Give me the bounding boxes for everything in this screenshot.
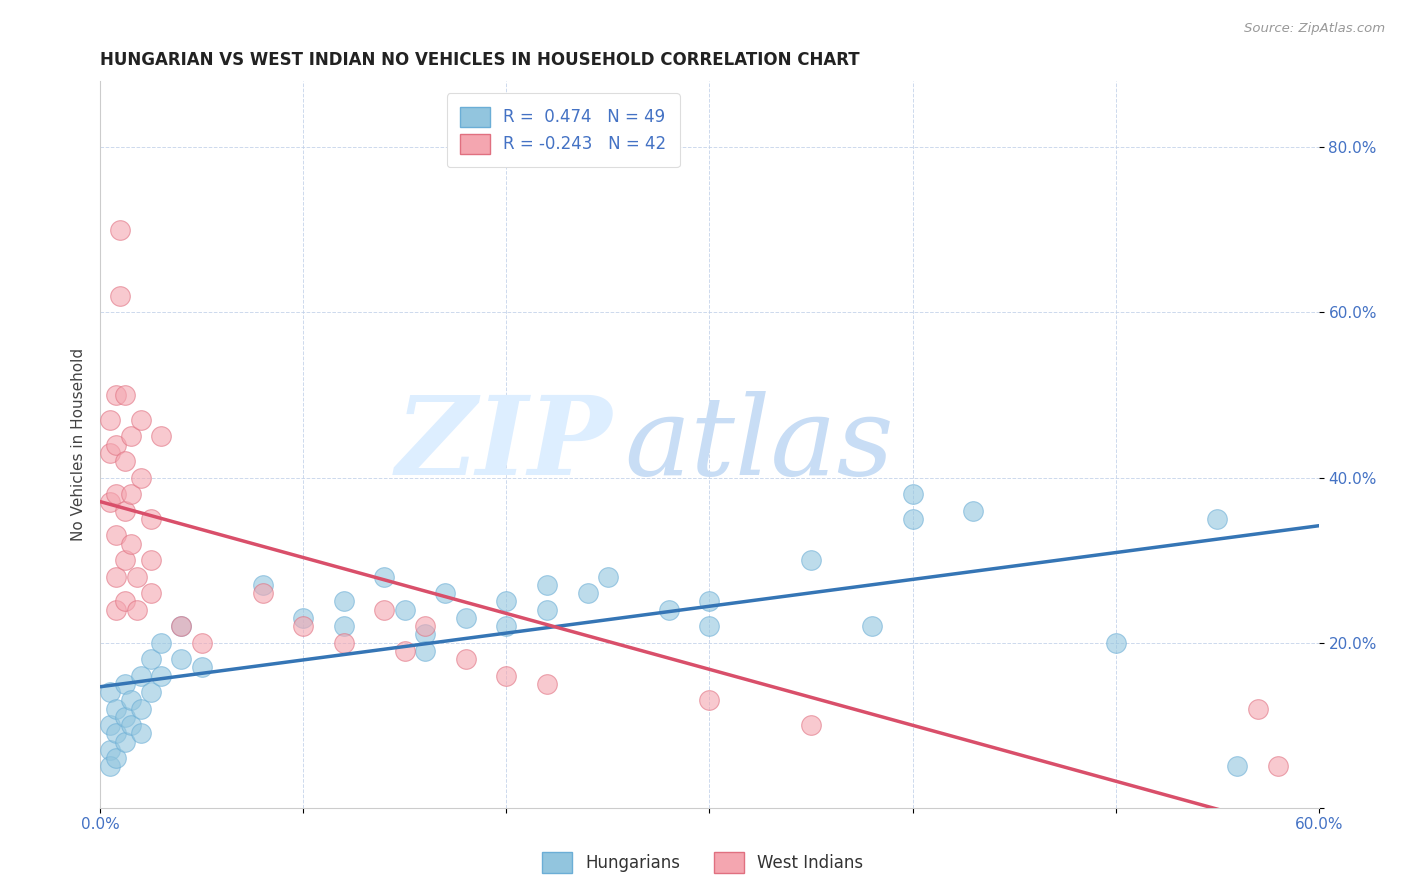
Point <box>150 668 173 682</box>
Point <box>434 586 457 600</box>
Point <box>1247 701 1270 715</box>
Text: ZIP: ZIP <box>395 391 612 499</box>
Point <box>373 602 395 616</box>
Point <box>114 710 136 724</box>
Point <box>333 635 356 649</box>
Point <box>105 602 128 616</box>
Point <box>800 553 823 567</box>
Point <box>536 578 558 592</box>
Point <box>962 503 984 517</box>
Point <box>114 677 136 691</box>
Point <box>139 685 162 699</box>
Text: HUNGARIAN VS WEST INDIAN NO VEHICLES IN HOUSEHOLD CORRELATION CHART: HUNGARIAN VS WEST INDIAN NO VEHICLES IN … <box>100 51 859 69</box>
Point <box>901 512 924 526</box>
Point <box>139 586 162 600</box>
Point <box>495 619 517 633</box>
Point <box>800 718 823 732</box>
Point <box>413 627 436 641</box>
Point <box>120 429 142 443</box>
Y-axis label: No Vehicles in Household: No Vehicles in Household <box>72 348 86 541</box>
Point <box>110 289 132 303</box>
Point <box>536 677 558 691</box>
Point <box>105 487 128 501</box>
Point <box>170 619 193 633</box>
Point <box>105 388 128 402</box>
Point <box>98 743 121 757</box>
Point <box>110 223 132 237</box>
Point <box>139 512 162 526</box>
Point <box>699 594 721 608</box>
Point <box>536 602 558 616</box>
Point <box>394 644 416 658</box>
Point <box>120 487 142 501</box>
Point <box>139 553 162 567</box>
Point <box>190 660 212 674</box>
Point <box>292 611 315 625</box>
Point <box>495 594 517 608</box>
Point <box>292 619 315 633</box>
Point <box>98 446 121 460</box>
Point <box>98 495 121 509</box>
Point <box>105 437 128 451</box>
Point <box>114 594 136 608</box>
Point <box>129 413 152 427</box>
Point <box>454 652 477 666</box>
Point <box>901 487 924 501</box>
Point <box>1206 512 1229 526</box>
Point <box>373 569 395 583</box>
Text: atlas: atlas <box>624 391 894 499</box>
Point <box>125 602 148 616</box>
Point <box>129 726 152 740</box>
Point <box>1226 759 1249 773</box>
Point <box>98 759 121 773</box>
Point <box>105 701 128 715</box>
Point <box>699 693 721 707</box>
Point <box>98 685 121 699</box>
Point <box>114 503 136 517</box>
Point <box>105 726 128 740</box>
Point <box>139 652 162 666</box>
Point <box>413 644 436 658</box>
Point <box>150 635 173 649</box>
Point <box>120 693 142 707</box>
Point <box>105 528 128 542</box>
Point <box>120 718 142 732</box>
Point <box>125 569 148 583</box>
Legend: Hungarians, West Indians: Hungarians, West Indians <box>536 846 870 880</box>
Point <box>576 586 599 600</box>
Point <box>150 429 173 443</box>
Point <box>333 594 356 608</box>
Point <box>98 413 121 427</box>
Point <box>454 611 477 625</box>
Point <box>170 619 193 633</box>
Point <box>1267 759 1289 773</box>
Point <box>699 619 721 633</box>
Point <box>120 536 142 550</box>
Point <box>105 569 128 583</box>
Point <box>413 619 436 633</box>
Point <box>129 668 152 682</box>
Point <box>114 734 136 748</box>
Legend: R =  0.474   N = 49, R = -0.243   N = 42: R = 0.474 N = 49, R = -0.243 N = 42 <box>447 94 679 168</box>
Point <box>190 635 212 649</box>
Point <box>252 578 274 592</box>
Text: Source: ZipAtlas.com: Source: ZipAtlas.com <box>1244 22 1385 36</box>
Point <box>394 602 416 616</box>
Point <box>114 388 136 402</box>
Point <box>658 602 681 616</box>
Point <box>170 652 193 666</box>
Point <box>98 718 121 732</box>
Point <box>129 701 152 715</box>
Point <box>333 619 356 633</box>
Point <box>252 586 274 600</box>
Point <box>860 619 883 633</box>
Point <box>1104 635 1126 649</box>
Point <box>114 454 136 468</box>
Point <box>105 751 128 765</box>
Point <box>596 569 619 583</box>
Point <box>495 668 517 682</box>
Point <box>114 553 136 567</box>
Point <box>129 470 152 484</box>
